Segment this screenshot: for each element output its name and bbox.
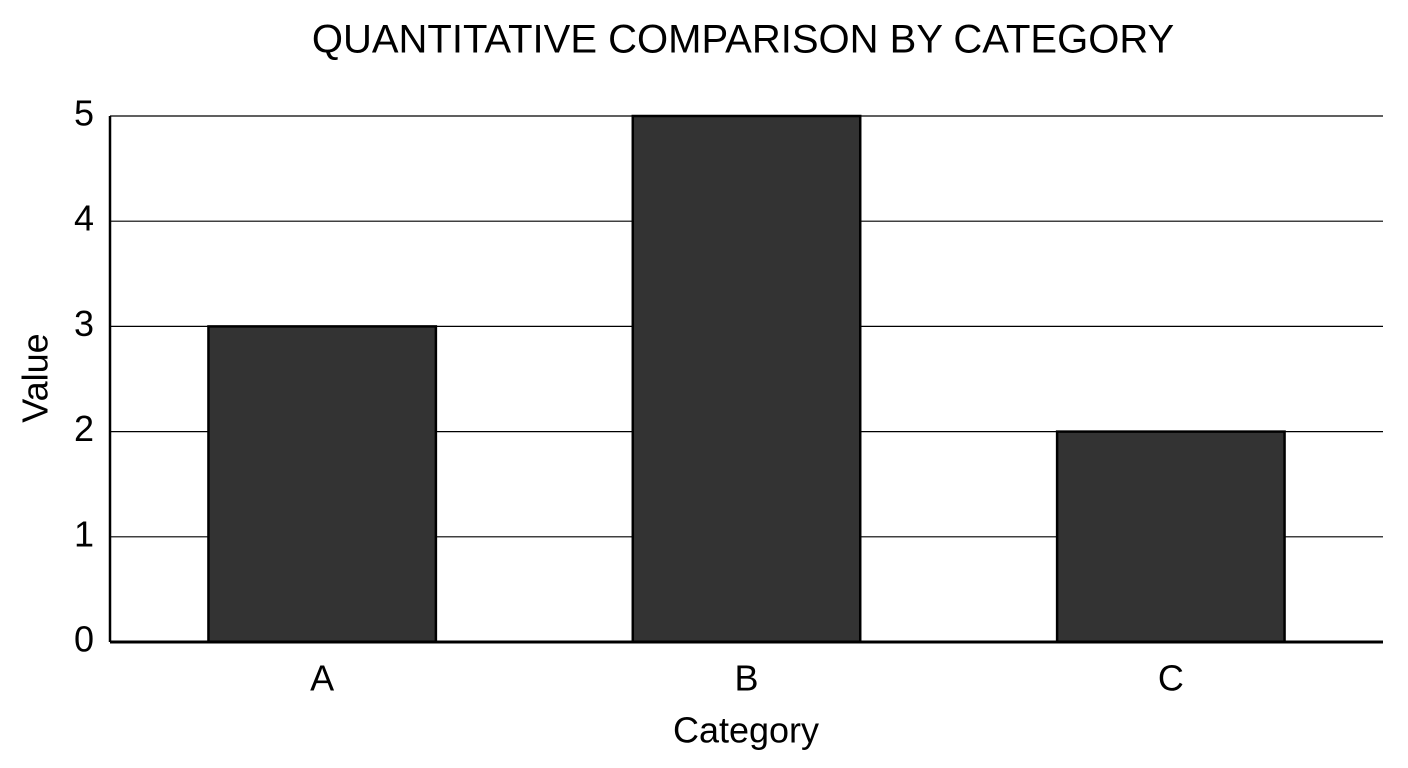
x-tick-label: B <box>734 658 758 699</box>
y-tick-label: 3 <box>74 303 94 344</box>
y-tick-label: 4 <box>74 198 94 239</box>
bar <box>207 325 438 644</box>
bar <box>1055 430 1286 644</box>
x-axis-label: Category <box>673 710 819 751</box>
y-tick-label: 2 <box>74 408 94 449</box>
y-tick-label: 0 <box>74 619 94 660</box>
chart-title: QUANTITATIVE COMPARISON BY CATEGORY <box>312 18 1174 62</box>
y-tick-label: 1 <box>74 513 94 554</box>
x-tick-label: A <box>310 658 334 699</box>
y-tick-label: 5 <box>74 93 94 134</box>
bar <box>631 114 862 644</box>
y-axis-label: Value <box>15 333 56 422</box>
x-tick-label: C <box>1158 658 1184 699</box>
